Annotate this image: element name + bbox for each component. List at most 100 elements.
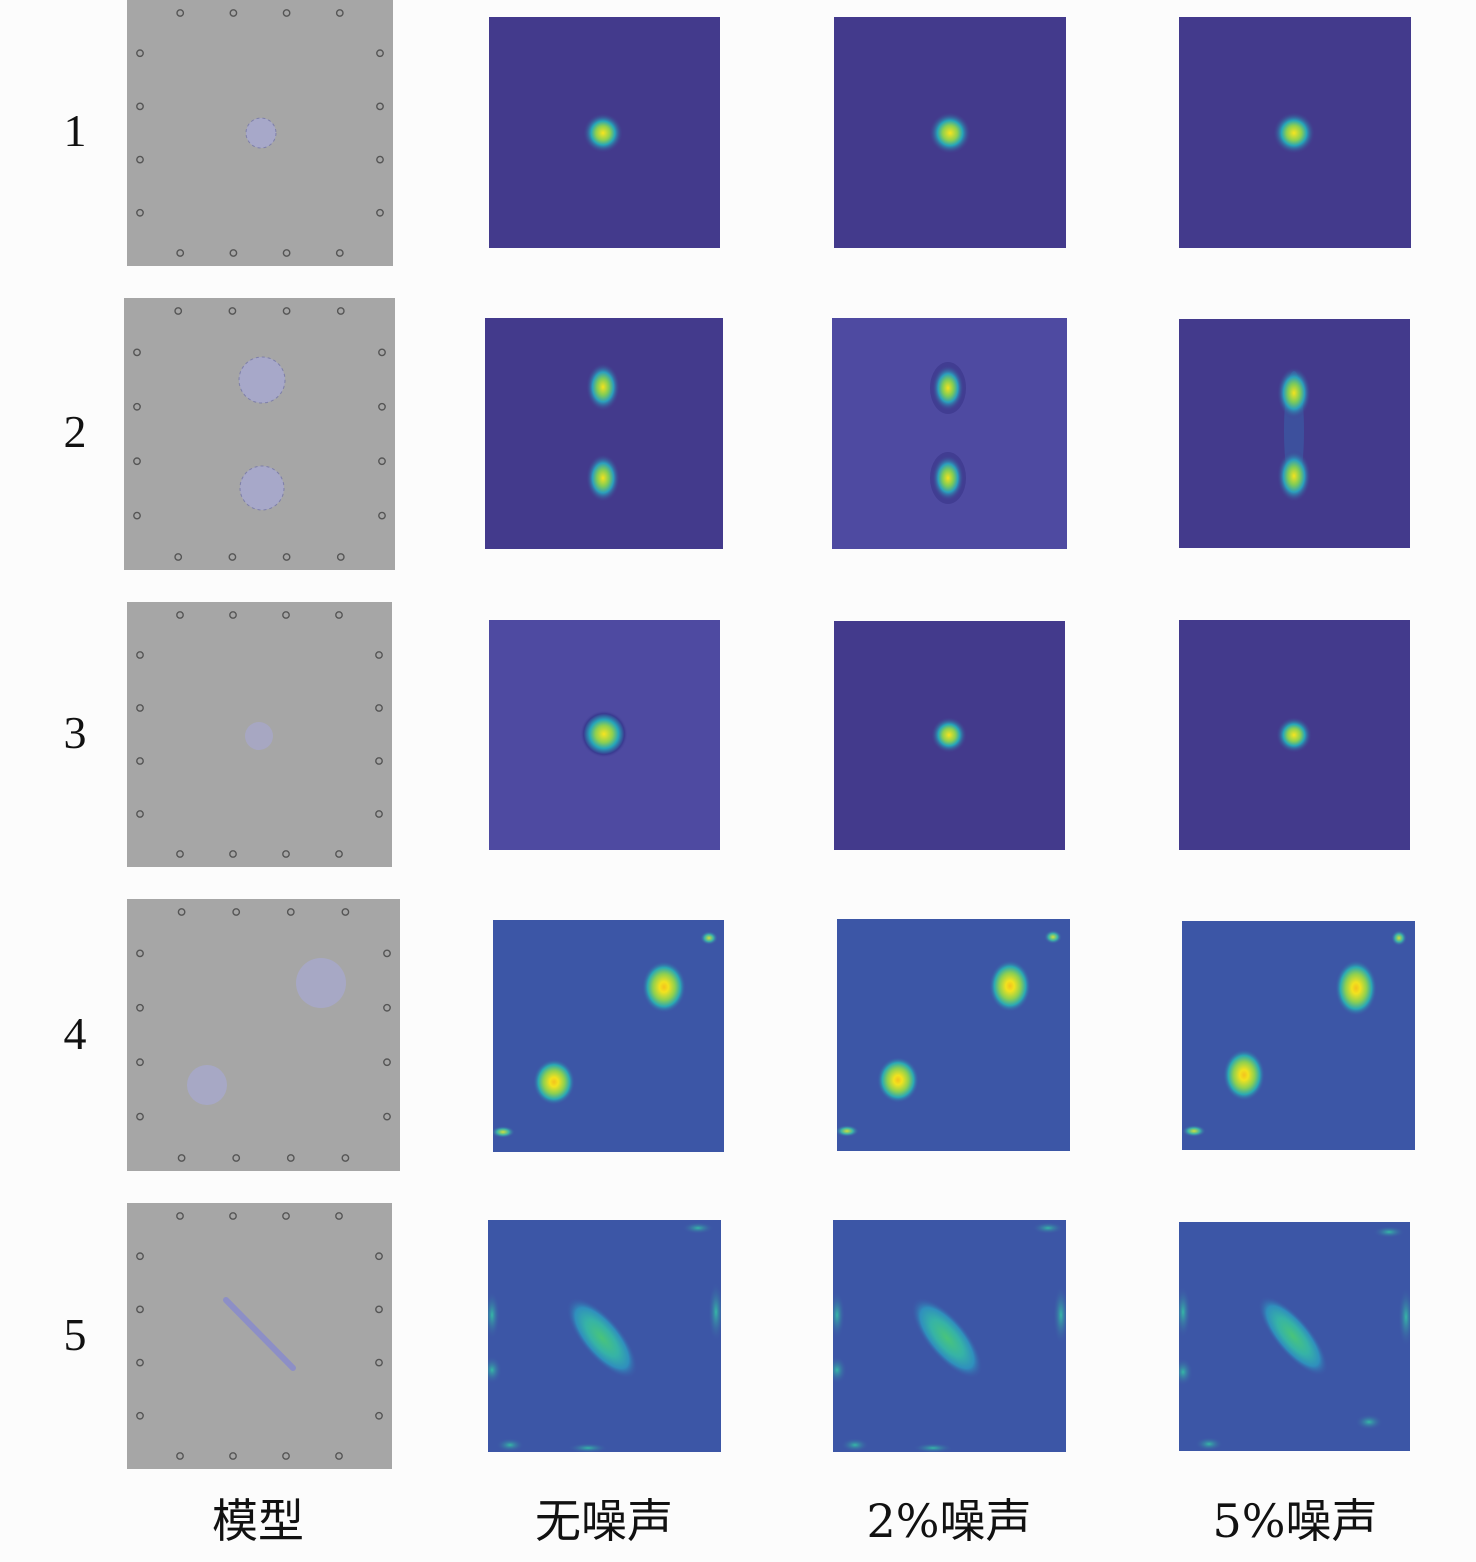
blob-3-2pct: [931, 717, 967, 753]
electrode-marker: [232, 908, 241, 916]
recon-2-2pct: [832, 318, 1067, 549]
blob-4a-clean: [642, 961, 686, 1013]
electrode-marker: [378, 457, 386, 466]
blob-4a-5pct: [1335, 960, 1377, 1016]
electrode-marker: [335, 1212, 343, 1220]
blob-1-5pct: [1273, 112, 1315, 154]
recon-3-2pct: [834, 621, 1065, 850]
electrode-marker: [136, 757, 144, 765]
electrode-marker: [282, 307, 291, 315]
electrode-marker: [282, 1452, 290, 1460]
electrode-marker: [177, 1154, 186, 1162]
blob-4b-clean: [533, 1059, 575, 1105]
inclusion-1a: [245, 117, 277, 149]
electrode-marker: [176, 249, 185, 257]
blob-5-5pct: [1258, 1295, 1328, 1377]
recon-4-5pct: [1182, 921, 1415, 1150]
electrodes-4: [136, 908, 391, 1162]
electrode-marker: [376, 49, 384, 58]
electrode-marker: [282, 611, 290, 619]
electrode-marker: [229, 1212, 237, 1220]
electrode-marker: [282, 1212, 290, 1220]
electrode-marker: [136, 949, 144, 958]
blob-1-2pct: [929, 112, 971, 154]
electrode-marker: [375, 704, 383, 712]
electrode-marker: [136, 1411, 144, 1420]
recon-1-2pct: [834, 17, 1066, 248]
row-label-5: 5: [63, 1309, 87, 1360]
electrode-marker: [176, 1212, 184, 1220]
electrode-marker: [176, 850, 184, 858]
inclusion-5-bar: [223, 1297, 296, 1371]
blob-2b-2pct: [932, 455, 964, 501]
electrode-marker: [286, 1154, 295, 1162]
recon-5-clean: [488, 1220, 721, 1452]
electrode-marker: [136, 1112, 144, 1121]
model-svg-1: [127, 0, 393, 266]
electrode-marker: [133, 511, 141, 520]
electrode-marker: [232, 1154, 241, 1162]
electrode-marker: [376, 102, 384, 111]
electrode-marker: [229, 9, 238, 17]
row-label-1: 1: [63, 105, 87, 156]
electrode-marker: [136, 651, 144, 659]
electrode-marker: [229, 611, 237, 619]
blob-4a-2pct: [989, 960, 1031, 1012]
blob-2a-2pct: [932, 365, 964, 411]
electrode-marker: [335, 611, 343, 619]
electrode-marker: [335, 1452, 343, 1460]
electrode-marker: [176, 611, 184, 619]
electrode-marker: [378, 511, 386, 520]
blob-2a-5pct: [1277, 367, 1311, 419]
row-label-2: 2: [63, 406, 87, 457]
blob-1-clean: [583, 113, 623, 153]
electrode-marker: [335, 850, 343, 858]
electrode-marker: [282, 553, 291, 561]
electrode-marker: [136, 155, 144, 164]
electrode-marker: [177, 908, 186, 916]
electrode-marker: [375, 1358, 383, 1367]
electrode-marker: [136, 1252, 144, 1261]
blob-3-clean: [580, 710, 628, 758]
recon-2-5pct: [1179, 319, 1410, 548]
blob-2b-clean: [586, 454, 620, 502]
electrode-marker: [229, 249, 238, 257]
row-label-3: 3: [63, 707, 87, 758]
electrode-marker: [133, 402, 141, 411]
blob-2b-5pct: [1277, 450, 1311, 502]
electrode-marker: [341, 1154, 350, 1162]
electrode-marker: [229, 1452, 237, 1460]
row-label-4: 4: [63, 1008, 87, 1059]
electrode-marker: [383, 1112, 391, 1121]
electrode-marker: [228, 553, 237, 561]
electrodes-1: [136, 9, 384, 257]
electrode-marker: [336, 307, 345, 315]
recon-3-clean: [489, 620, 720, 850]
electrode-marker: [375, 651, 383, 659]
inclusion-4b: [187, 1065, 227, 1105]
blob-3-5pct: [1276, 717, 1312, 753]
electrode-marker: [136, 102, 144, 111]
recon-4-clean: [493, 920, 724, 1152]
model-panel-2: [124, 298, 395, 570]
electrodes-3: [136, 611, 383, 858]
electrode-marker: [378, 348, 386, 357]
recon-2-clean: [485, 318, 723, 549]
electrodes-2: [133, 307, 386, 561]
model-panel-1: [127, 0, 393, 266]
model-panel-3: [127, 602, 392, 867]
recon-5-5pct: [1179, 1222, 1410, 1451]
recon-1-clean: [489, 17, 720, 248]
electrode-marker: [136, 1003, 144, 1012]
electrode-marker: [375, 810, 383, 818]
electrode-marker: [375, 1305, 383, 1314]
electrode-marker: [375, 1411, 383, 1420]
electrode-marker: [335, 249, 344, 257]
electrode-marker: [136, 810, 144, 818]
electrode-marker: [375, 757, 383, 765]
electrode-marker: [341, 908, 350, 916]
column-label-no-noise: 无噪声: [535, 1494, 673, 1548]
electrode-marker: [378, 402, 386, 411]
electrode-marker: [136, 1305, 144, 1314]
electrode-marker: [133, 457, 141, 466]
